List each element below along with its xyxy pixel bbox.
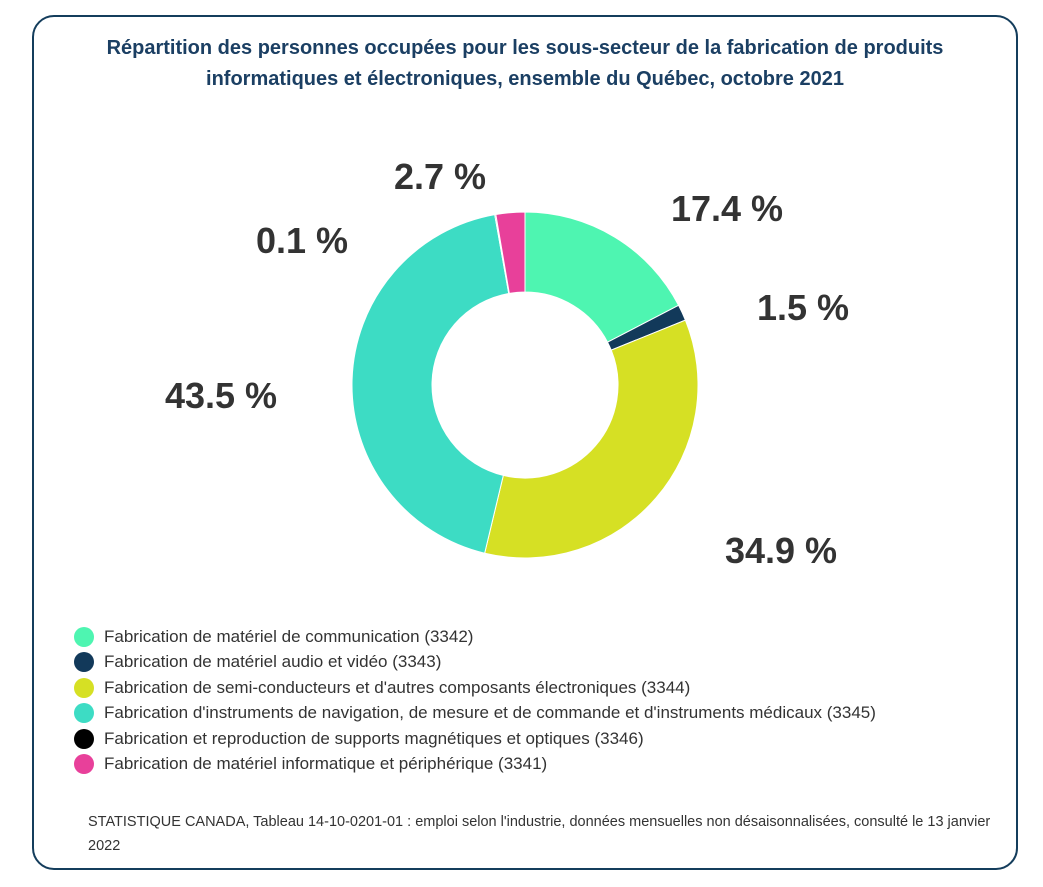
legend-item: Fabrication de matériel informatique et … bbox=[74, 752, 876, 778]
legend-swatch bbox=[74, 754, 94, 775]
legend-label: Fabrication d'instruments de navigation,… bbox=[104, 703, 876, 723]
legend-item: Fabrication et reproduction de supports … bbox=[74, 726, 876, 752]
legend-item: Fabrication de matériel de communication… bbox=[74, 624, 876, 650]
legend-swatch bbox=[74, 626, 94, 647]
legend-label: Fabrication de matériel audio et vidéo (… bbox=[104, 652, 442, 672]
legend-swatch bbox=[74, 677, 94, 698]
donut-slice bbox=[351, 214, 510, 554]
slice-data-label: 17.4 % bbox=[671, 188, 783, 229]
legend-swatch bbox=[74, 703, 94, 724]
legend-swatch bbox=[74, 728, 94, 749]
legend-label: Fabrication et reproduction de supports … bbox=[104, 728, 644, 748]
donut-slice bbox=[484, 319, 699, 559]
source-note: STATISTIQUE CANADA, Tableau 14-10-0201-0… bbox=[88, 814, 991, 854]
chart-card bbox=[32, 15, 1018, 870]
donut-slice bbox=[495, 211, 526, 294]
slice-data-label: 43.5 % bbox=[165, 375, 277, 416]
chart-title: Répartition des personnes occupées pour … bbox=[106, 37, 944, 90]
legend-item: Fabrication de matériel audio et vidéo (… bbox=[74, 650, 876, 676]
legend-label: Fabrication de matériel informatique et … bbox=[104, 754, 548, 774]
slice-data-label: 0.1 % bbox=[256, 220, 348, 261]
donut-slice bbox=[524, 211, 680, 343]
legend-item: Fabrication d'instruments de navigation,… bbox=[74, 701, 876, 727]
slice-data-label: 2.7 % bbox=[394, 156, 486, 197]
slice-data-label: 1.5 % bbox=[757, 287, 849, 328]
slice-data-label: 34.9 % bbox=[725, 530, 837, 571]
chart-legend: Fabrication de matériel de communication… bbox=[74, 624, 876, 777]
legend-label: Fabrication de matériel de communication… bbox=[104, 626, 474, 646]
legend-swatch bbox=[74, 652, 94, 673]
legend-item: Fabrication de semi-conducteurs et d'aut… bbox=[74, 675, 876, 701]
legend-label: Fabrication de semi-conducteurs et d'aut… bbox=[104, 677, 691, 697]
